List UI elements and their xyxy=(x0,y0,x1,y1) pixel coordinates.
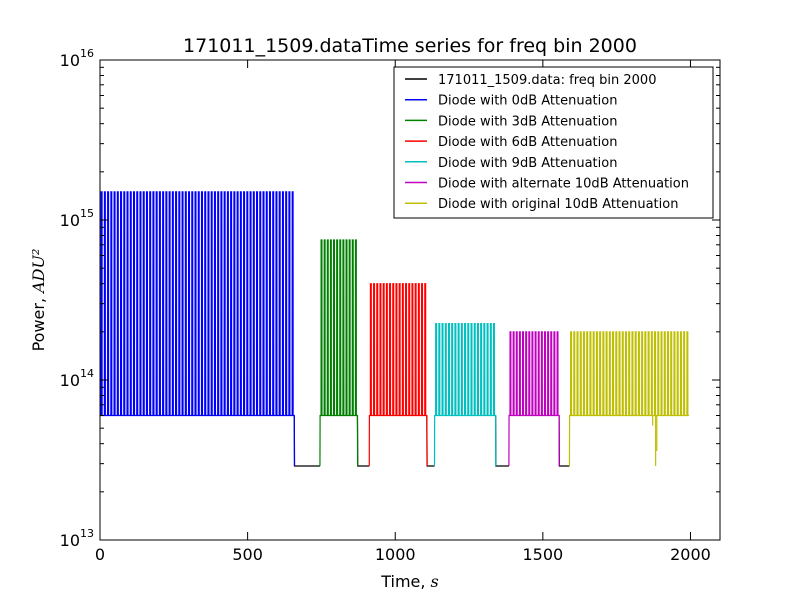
legend: 171011_1509.data: freq bin 2000 Diode wit… xyxy=(393,66,714,219)
legend-label-1: Diode with 0dB Attenuation xyxy=(438,94,617,109)
series-layer xyxy=(100,191,689,467)
y-axis-label-text: Power, xyxy=(29,293,48,352)
y-tick-label: 1016 xyxy=(60,47,94,70)
y-tick-label: 1015 xyxy=(60,207,94,230)
legend-label-3: Diode with 6dB Attenuation xyxy=(438,135,617,150)
legend-label-5: Diode with alternate 10dB Attenuation xyxy=(438,177,689,192)
series-3-line xyxy=(368,283,428,467)
x-tick-label: 1500 xyxy=(522,545,563,564)
x-axis-unit: s xyxy=(431,572,439,591)
y-tick-label: 1014 xyxy=(60,367,94,390)
legend-frame xyxy=(393,66,714,219)
series-1-line xyxy=(100,191,296,467)
legend-label-6: Diode with original 10dB Attenuation xyxy=(438,197,678,212)
y-tick-label: 1013 xyxy=(60,527,94,550)
x-tick-label: 500 xyxy=(232,545,263,564)
y-tick-base: 10 xyxy=(60,51,80,70)
series-6-line xyxy=(568,331,689,467)
y-tick-exponent: 16 xyxy=(80,47,94,60)
series-5-line xyxy=(508,331,560,467)
legend-label-0: 171011_1509.data: freq bin 2000 xyxy=(438,73,656,88)
x-tick-label: 0 xyxy=(95,545,105,564)
y-tick-base: 10 xyxy=(60,531,80,550)
y-tick-base: 10 xyxy=(60,371,80,390)
x-axis-label: Time, s xyxy=(380,572,439,591)
y-tick-base: 10 xyxy=(60,211,80,230)
y-axis-label: Power, ADU² xyxy=(29,249,48,352)
legend-label-2: Diode with 3dB Attenuation xyxy=(438,114,617,129)
x-axis: 0 500 1000 1500 2000 xyxy=(95,60,711,564)
series-4-line xyxy=(433,323,497,467)
series-2-line xyxy=(319,239,359,467)
y-tick-exponent: 14 xyxy=(80,367,94,380)
y-tick-exponent: 13 xyxy=(80,527,94,540)
x-axis-label-text: Time, xyxy=(380,572,430,591)
y-axis-unit: ADU² xyxy=(29,249,48,295)
chart-title: 171011_1509.dataTime series for freq bin… xyxy=(183,35,637,57)
y-tick-exponent: 15 xyxy=(80,207,94,220)
plot-frame xyxy=(99,59,721,541)
x-tick-label: 2000 xyxy=(670,545,711,564)
x-tick-label: 1000 xyxy=(375,545,416,564)
legend-label-4: Diode with 9dB Attenuation xyxy=(438,156,617,171)
